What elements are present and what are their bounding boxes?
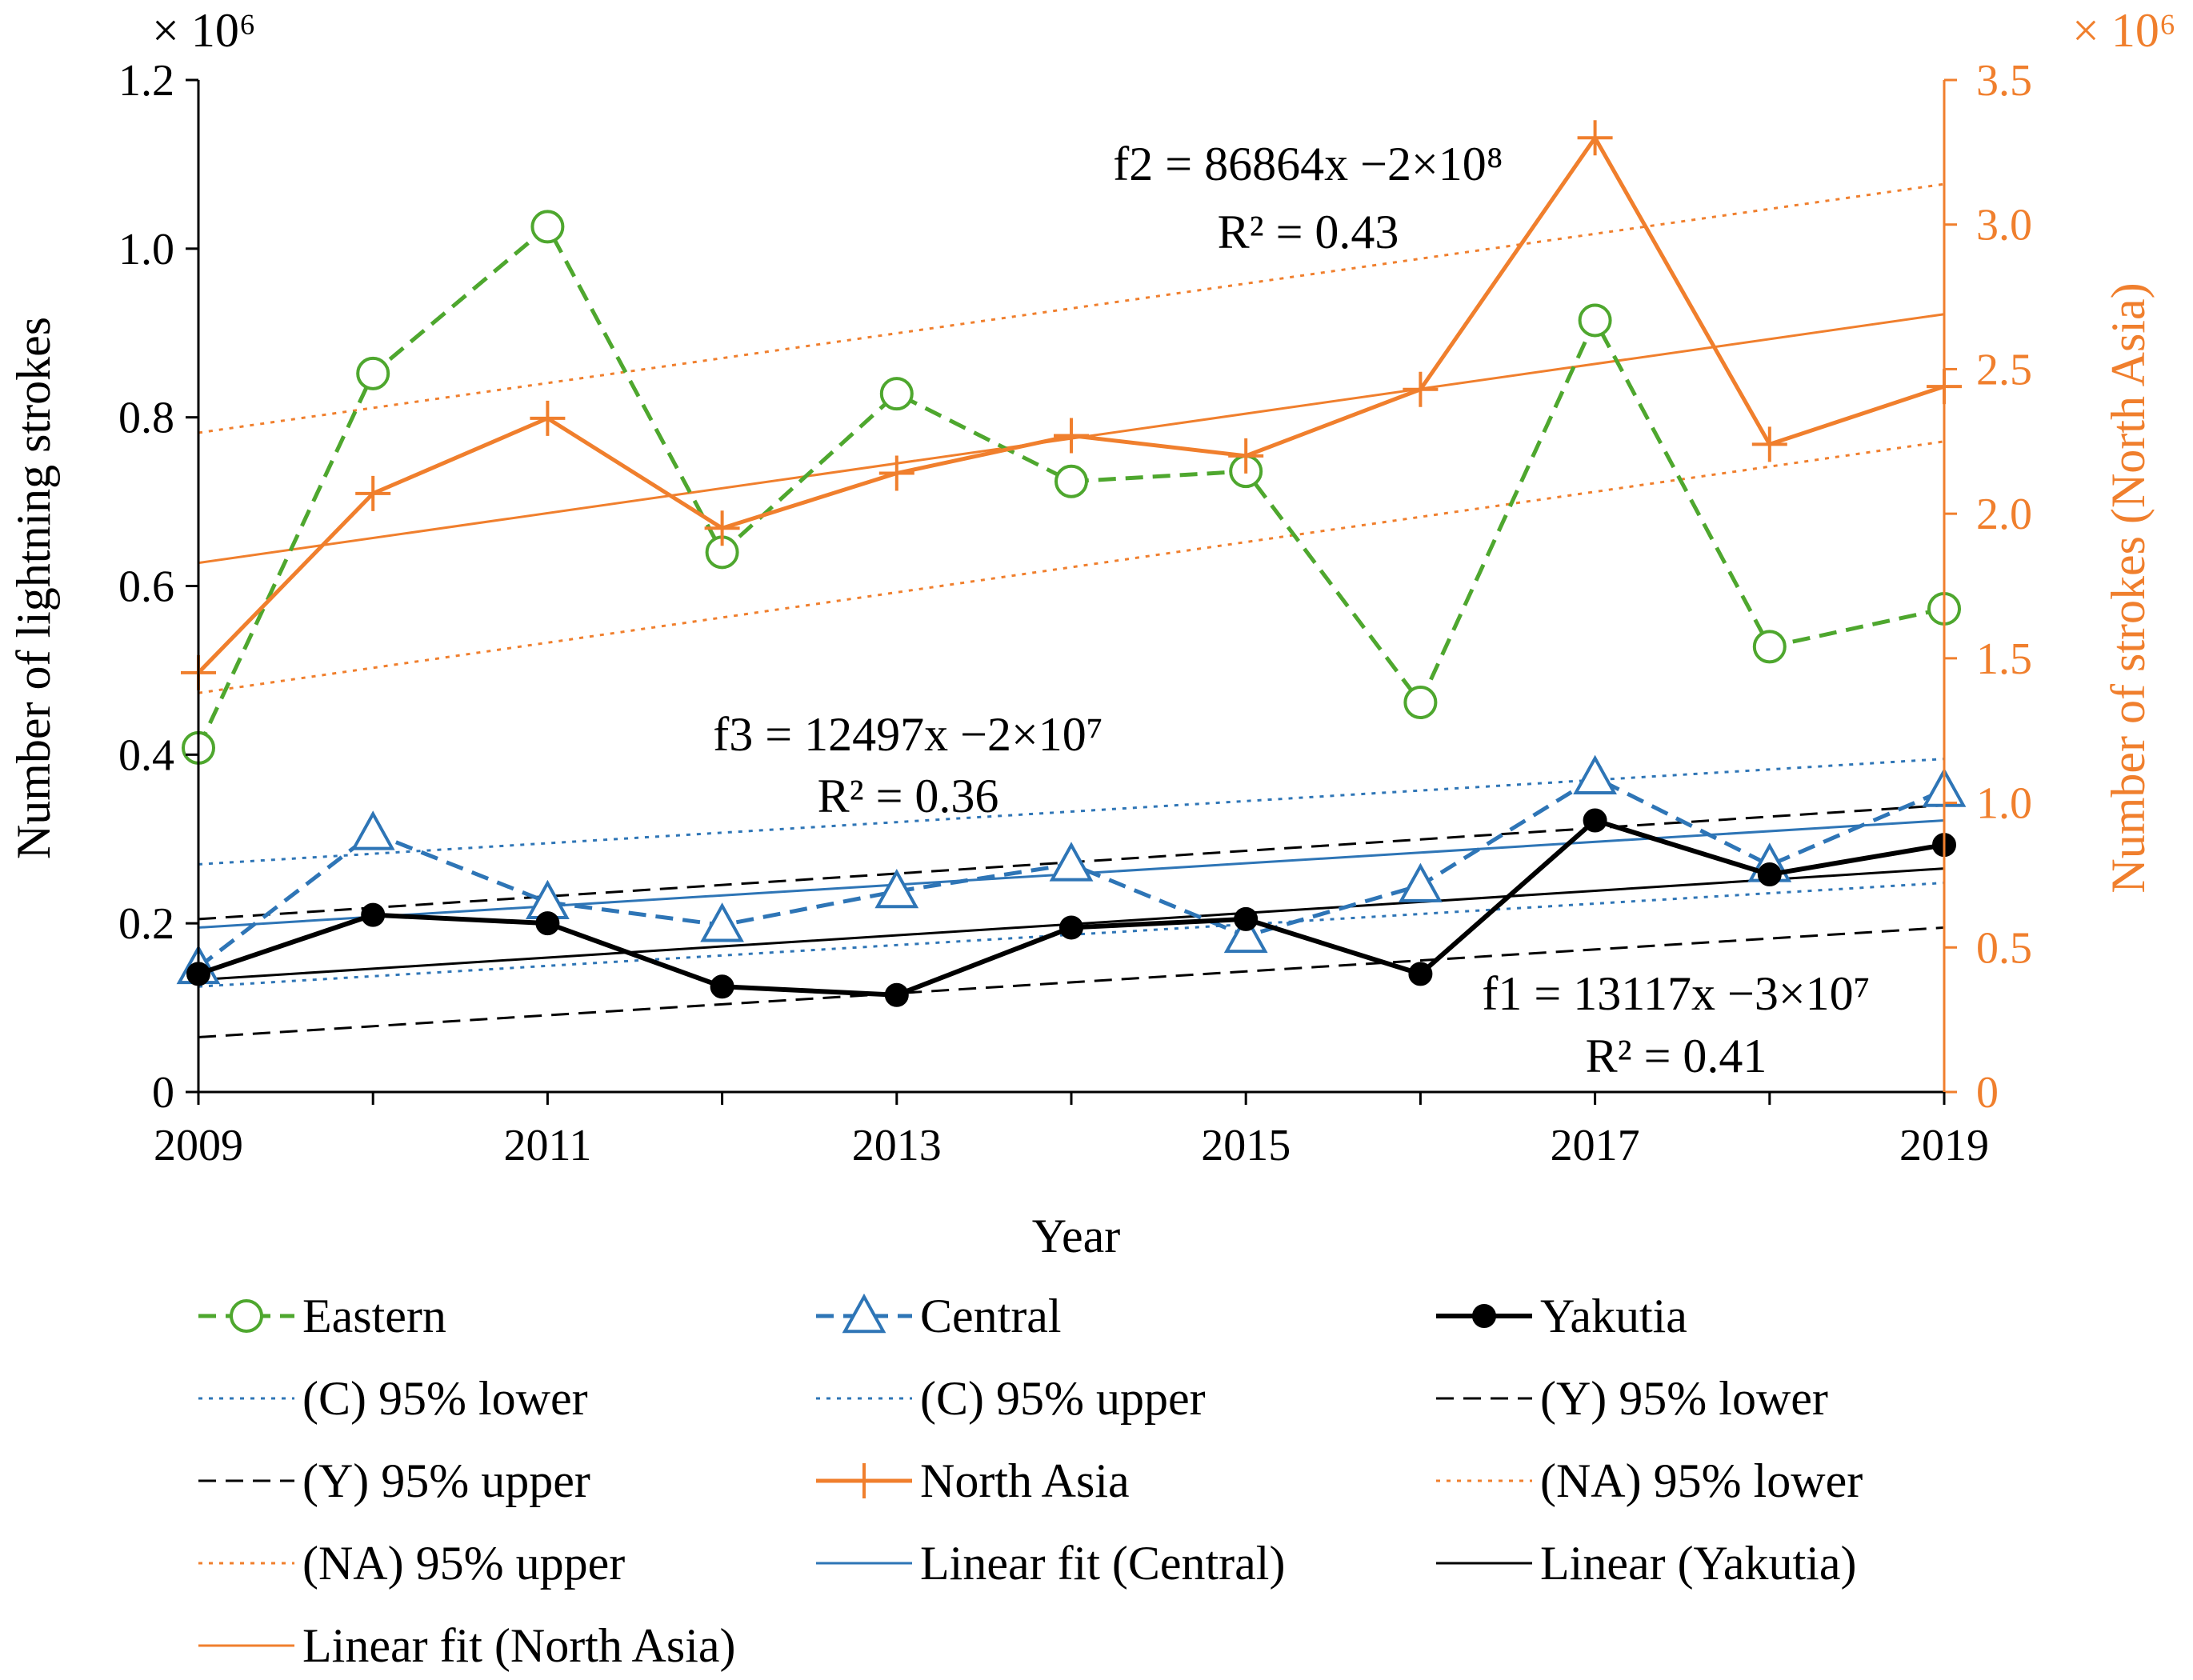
right-axis-tick-label: 2.5 <box>1976 345 2032 394</box>
left-axis-tick-label: 0.8 <box>118 394 174 443</box>
legend-label: Eastern <box>302 1290 446 1342</box>
plus-marker <box>846 1463 882 1498</box>
legend: Eastern Central Yakutia (C) 95% lower (C) 95… <box>198 1290 1863 1672</box>
plus-marker <box>1403 371 1439 407</box>
triangle-marker <box>1049 842 1094 882</box>
triangle-marker <box>1223 913 1268 954</box>
dot-marker <box>1059 915 1083 940</box>
right-axis-tick-label: 0 <box>1976 1068 1999 1118</box>
dot-marker <box>884 982 909 1007</box>
f2-equation: f2 = 86864x −2×10⁸ <box>1113 138 1503 190</box>
left-axis-tick-label: 0.6 <box>118 562 174 612</box>
circle-marker <box>1578 303 1612 338</box>
left-axis-multiplier: × 10⁶ <box>152 4 256 57</box>
f2-r-squared: R² = 0.43 <box>1218 206 1399 258</box>
x-axis-title: Year <box>1032 1210 1121 1262</box>
axes: 0 0.2 0.4 0.6 0.8 1.0 1.2 0 0.5 1.0 1.5 2.0 2.5 3.0 3.… <box>118 56 2032 1170</box>
legend-label: Central <box>920 1290 1062 1342</box>
f1-equation: f1 = 13117x −3×10⁷ <box>1482 967 1870 1020</box>
dot-marker <box>1472 1304 1496 1328</box>
x-axis-tick-label: 2019 <box>1899 1121 1989 1170</box>
circle-marker <box>230 1299 263 1333</box>
circle-marker <box>356 356 390 390</box>
plus-marker <box>704 510 740 546</box>
right-axis-multiplier: × 10⁶ <box>2072 4 2176 57</box>
right-axis-title: Number of strokes (North Asia) <box>2102 282 2155 893</box>
legend-label: Linear (Yakutia) <box>1540 1537 1856 1590</box>
right-axis-tick-label: 2.0 <box>1976 490 2032 539</box>
f3-equation: f3 = 12497x −2×10⁷ <box>713 708 1103 761</box>
triangle-marker <box>350 810 395 850</box>
plus-marker <box>355 475 391 511</box>
x-axis-tick-label: 2011 <box>503 1121 591 1170</box>
triangle-marker <box>1573 754 1617 794</box>
plus-marker <box>530 400 566 436</box>
right-axis-tick-label: 0.5 <box>1976 923 2032 973</box>
legend-label: Linear fit (North Asia) <box>302 1619 736 1672</box>
plus-marker <box>878 455 914 491</box>
left-axis-tick-label: 1.2 <box>118 56 174 106</box>
legend-label: (C) 95% lower <box>302 1372 588 1425</box>
plus-marker <box>1054 418 1089 454</box>
plus-marker <box>1228 438 1264 474</box>
circle-marker <box>1054 464 1088 498</box>
f3-r-squared: R² = 0.36 <box>818 770 999 822</box>
data-series <box>176 120 1967 1007</box>
legend-label: (NA) 95% lower <box>1540 1454 1863 1507</box>
x-axis-tick-label: 2009 <box>154 1121 243 1170</box>
dot-marker <box>1583 808 1607 833</box>
f1-r-squared: R² = 0.41 <box>1586 1030 1767 1082</box>
dot-marker <box>1234 906 1259 931</box>
dot-marker <box>710 974 734 999</box>
right-axis-tick-label: 1.5 <box>1976 634 2032 684</box>
triangle-marker <box>700 902 744 942</box>
left-axis-tick-label: 1.0 <box>118 225 174 274</box>
legend-label: (Y) 95% lower <box>1540 1372 1828 1425</box>
fit-line <box>198 758 1945 866</box>
x-axis-tick-label: 2013 <box>852 1121 942 1170</box>
triangle-marker <box>1399 862 1443 902</box>
legend-label: Yakutia <box>1540 1290 1687 1342</box>
legend-label: Linear fit (Central) <box>920 1537 1285 1590</box>
circle-marker <box>530 210 565 244</box>
dot-marker <box>361 902 386 927</box>
left-axis-tick-label: 0 <box>152 1068 174 1118</box>
right-axis-tick-label: 1.0 <box>1976 779 2032 829</box>
dot-marker <box>1408 962 1433 986</box>
legend-label: (NA) 95% upper <box>302 1537 625 1590</box>
dot-marker <box>535 911 560 936</box>
legend-label: (Y) 95% upper <box>302 1454 590 1507</box>
fit-line <box>198 182 1945 434</box>
triangle-marker <box>874 868 919 909</box>
plus-marker <box>1751 426 1787 462</box>
circle-marker <box>1752 630 1787 664</box>
triangle-marker <box>842 1293 886 1334</box>
dot-marker <box>1757 862 1782 887</box>
legend-label: North Asia <box>920 1454 1130 1507</box>
legend-label: (C) 95% upper <box>920 1372 1206 1425</box>
left-axis-title: Number of lightning strokes <box>7 317 60 859</box>
left-axis-tick-label: 0.4 <box>118 730 174 780</box>
x-axis-tick-label: 2015 <box>1201 1121 1291 1170</box>
right-axis-tick-label: 3.0 <box>1976 201 2032 250</box>
fit-line <box>198 440 1945 694</box>
left-axis-tick-label: 0.2 <box>118 899 174 949</box>
plus-marker <box>1577 120 1613 156</box>
circle-marker <box>1403 685 1438 719</box>
fit-line <box>198 926 1945 1038</box>
circle-marker <box>879 377 914 411</box>
right-axis-tick-label: 3.5 <box>1976 56 2032 106</box>
x-axis-tick-label: 2017 <box>1551 1121 1640 1170</box>
